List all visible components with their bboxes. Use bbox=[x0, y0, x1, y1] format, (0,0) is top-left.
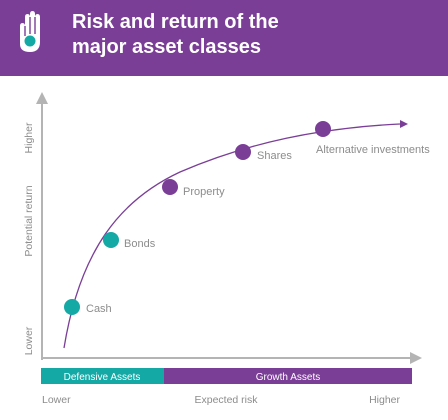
y-axis-high-label: Higher bbox=[23, 122, 35, 153]
curve-arrowhead bbox=[400, 120, 408, 128]
x-axis-arrowhead bbox=[410, 352, 422, 364]
x-axis-low-label: Lower bbox=[42, 394, 71, 406]
asset-label-property: Property bbox=[183, 186, 225, 198]
growth-assets-label: Growth Assets bbox=[256, 372, 320, 383]
x-axis-title: Expected risk bbox=[194, 394, 258, 406]
header-background bbox=[0, 0, 448, 76]
asset-label-cash: Cash bbox=[86, 303, 112, 315]
asset-label-bonds: Bonds bbox=[124, 238, 156, 250]
y-axis-title: Potential return bbox=[23, 185, 35, 256]
header-banner bbox=[0, 0, 448, 76]
asset-point-bonds: Bonds bbox=[103, 232, 156, 250]
asset-point-cash: Cash bbox=[64, 299, 112, 315]
page-title-line-1: Risk and return of the bbox=[72, 11, 279, 33]
defensive-assets-label: Defensive Assets bbox=[64, 372, 141, 383]
y-axis-low-label: Lower bbox=[23, 326, 35, 355]
x-axis-high-label: Higher bbox=[369, 394, 400, 406]
growth-assets-band bbox=[164, 368, 412, 384]
y-axis-arrowhead bbox=[36, 92, 48, 104]
defensive-assets-band bbox=[41, 368, 164, 384]
asset-label-alternative-investments: Alternative investments bbox=[316, 144, 430, 156]
asset-point-property: Property bbox=[162, 179, 225, 198]
hand-icon bbox=[20, 11, 40, 52]
asset-point-alternative-investments: Alternative investments bbox=[315, 121, 430, 156]
page-title-line-2: major asset classes bbox=[72, 36, 262, 58]
page-title: Risk and return of the major asset class… bbox=[72, 10, 432, 60]
asset-label-shares: Shares bbox=[257, 150, 292, 162]
asset-point-shares: Shares bbox=[235, 144, 292, 162]
